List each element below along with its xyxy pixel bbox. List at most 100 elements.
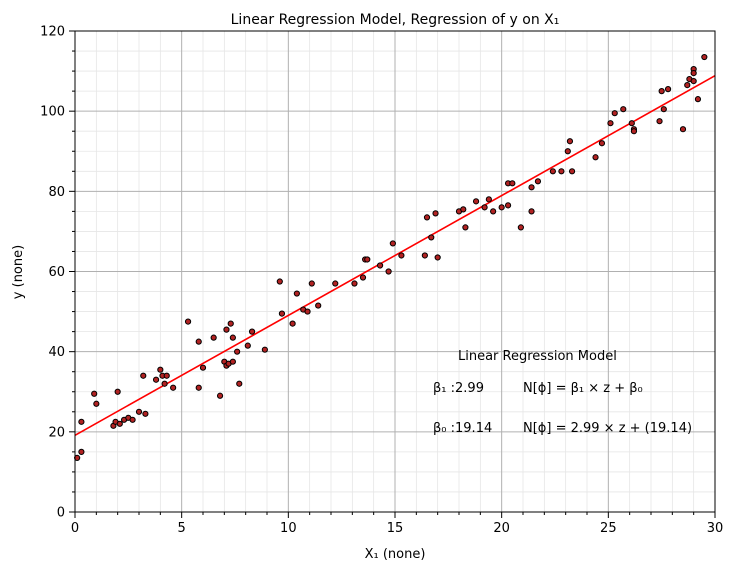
data-point bbox=[248, 328, 256, 335]
data-point bbox=[161, 380, 168, 387]
data-point bbox=[184, 318, 192, 325]
data-point bbox=[564, 148, 571, 155]
data-point bbox=[528, 208, 535, 215]
data-point bbox=[376, 262, 384, 269]
data-point bbox=[293, 290, 300, 297]
data-point bbox=[236, 380, 243, 387]
regression-line-layer bbox=[74, 75, 716, 436]
x-tick-label: 20 bbox=[493, 521, 510, 536]
data-point bbox=[460, 206, 467, 213]
data-points bbox=[74, 53, 708, 461]
data-point bbox=[690, 78, 697, 85]
x-tick-label: 10 bbox=[280, 521, 297, 536]
data-point bbox=[498, 204, 505, 211]
data-point bbox=[664, 86, 672, 93]
data-point bbox=[504, 202, 512, 209]
data-point bbox=[549, 168, 556, 175]
axis-ticks: 0 5 10 15 20 25 30 0 20 40 60 80 100 120 bbox=[40, 25, 723, 537]
data-point bbox=[462, 224, 469, 231]
data-point bbox=[490, 208, 497, 215]
x-tick-label: 0 bbox=[71, 521, 79, 536]
data-point bbox=[423, 214, 431, 221]
data-point bbox=[607, 120, 614, 127]
data-point bbox=[199, 364, 207, 371]
data-point bbox=[78, 418, 85, 425]
data-point bbox=[558, 168, 565, 175]
data-point bbox=[78, 448, 85, 455]
y-axis-label: y (none) bbox=[11, 245, 26, 299]
data-point bbox=[91, 390, 98, 397]
data-point bbox=[679, 126, 687, 133]
data-point bbox=[701, 53, 708, 61]
data-point bbox=[223, 326, 230, 333]
data-point bbox=[315, 302, 322, 309]
data-point bbox=[229, 334, 236, 341]
data-point bbox=[385, 268, 392, 275]
data-point bbox=[195, 338, 202, 345]
data-point bbox=[157, 366, 164, 373]
annotation-beta0: β₀ :19.14 bbox=[433, 421, 492, 436]
data-point bbox=[129, 416, 136, 423]
data-point bbox=[210, 334, 217, 341]
data-point bbox=[114, 388, 121, 395]
data-point bbox=[592, 154, 599, 161]
data-point bbox=[216, 392, 224, 399]
data-point bbox=[611, 110, 618, 117]
data-point bbox=[434, 254, 441, 261]
data-point bbox=[163, 372, 170, 379]
annotation-beta1: β₁ :2.99 bbox=[433, 381, 484, 396]
data-point bbox=[656, 118, 663, 125]
data-point bbox=[528, 184, 535, 191]
data-point bbox=[276, 278, 283, 285]
data-point bbox=[170, 384, 177, 391]
data-point bbox=[364, 256, 371, 263]
data-point bbox=[227, 320, 234, 327]
data-point bbox=[660, 106, 667, 113]
data-point bbox=[351, 280, 358, 287]
data-point bbox=[195, 384, 202, 391]
y-tick-label: 100 bbox=[40, 105, 65, 120]
data-point bbox=[278, 310, 286, 317]
data-point bbox=[568, 168, 576, 175]
data-point bbox=[690, 69, 697, 77]
data-point bbox=[485, 196, 492, 203]
y-tick-label: 60 bbox=[48, 265, 65, 280]
data-point bbox=[428, 234, 435, 241]
regression-line bbox=[74, 75, 716, 436]
data-point bbox=[432, 210, 439, 217]
data-point bbox=[566, 138, 574, 145]
data-point bbox=[304, 308, 311, 315]
data-point bbox=[135, 408, 143, 415]
data-point bbox=[234, 348, 241, 355]
data-point bbox=[481, 204, 488, 211]
y-tick-label: 40 bbox=[48, 345, 65, 360]
annotation-eq-general: N[ϕ] = β₁ × z + β₀ bbox=[523, 381, 643, 396]
regression-annotation: Linear Regression Model β₁ :2.99 N[ϕ] = … bbox=[433, 349, 692, 436]
y-tick-label: 0 bbox=[57, 506, 65, 521]
data-point bbox=[93, 400, 100, 407]
data-point bbox=[359, 274, 367, 281]
x-tick-label: 15 bbox=[387, 521, 404, 536]
data-point bbox=[517, 224, 524, 231]
data-point bbox=[289, 320, 296, 327]
data-point bbox=[142, 410, 149, 417]
data-point bbox=[630, 128, 638, 135]
data-point bbox=[421, 252, 428, 259]
data-point bbox=[598, 140, 606, 147]
major-grid bbox=[74, 30, 716, 513]
data-point bbox=[628, 120, 635, 127]
x-tick-label: 25 bbox=[600, 521, 617, 536]
data-point bbox=[472, 198, 480, 205]
data-point bbox=[620, 106, 627, 113]
y-tick-label: 80 bbox=[48, 185, 65, 200]
data-point bbox=[534, 178, 542, 185]
data-point bbox=[398, 252, 405, 259]
data-point bbox=[140, 372, 147, 379]
data-point bbox=[244, 342, 251, 349]
x-tick-label: 30 bbox=[707, 521, 724, 536]
y-tick-label: 20 bbox=[48, 425, 65, 440]
data-point bbox=[658, 88, 665, 95]
data-point bbox=[229, 358, 236, 365]
y-tick-label: 120 bbox=[40, 25, 65, 40]
